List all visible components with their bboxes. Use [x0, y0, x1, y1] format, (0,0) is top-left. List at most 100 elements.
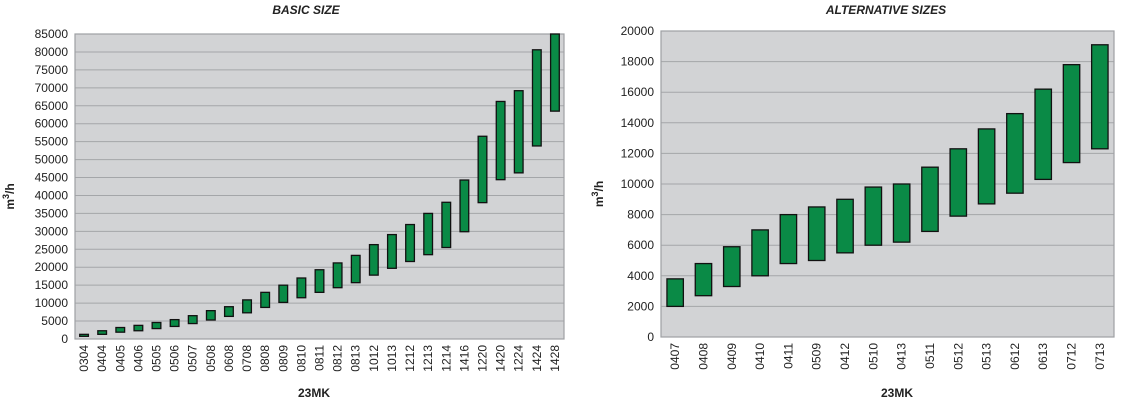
range-bar — [332, 262, 343, 289]
range-bar — [459, 179, 470, 233]
basic-size-chart: 0 5000 10000 15000 20000 25000 30000 35000 40000… — [1, 3, 565, 400]
x-tick-label: 1214 — [439, 345, 453, 372]
x-tick-label: 0510 — [866, 343, 880, 370]
range-bar — [133, 324, 144, 332]
range-bar — [1090, 44, 1109, 150]
range-bar — [79, 333, 90, 337]
x-tick-label: 0304 — [77, 345, 91, 372]
x-tick-label: 0407 — [668, 343, 682, 370]
range-bar — [694, 262, 713, 297]
y-tick-label: 75000 — [35, 63, 69, 77]
chart-title: ALTERNATIVE SIZES — [825, 3, 946, 17]
y-tick-label: 70000 — [35, 81, 69, 95]
x-tick-label: 0410 — [753, 343, 767, 370]
y-axis-label-text: m3/h — [1, 183, 17, 209]
range-bar — [549, 33, 560, 112]
x-tick-label: 0409 — [725, 343, 739, 370]
x-tick-label: 0713 — [1093, 343, 1107, 370]
y-tick-label: 16000 — [621, 85, 655, 99]
range-bar — [242, 299, 253, 314]
x-tick-label: 1224 — [512, 345, 526, 372]
range-bar — [949, 148, 968, 217]
y-tick-label: 15000 — [35, 278, 69, 292]
x-tick-label: 0812 — [331, 345, 345, 372]
range-bar — [921, 166, 939, 233]
range-bar — [151, 321, 162, 330]
x-tick-label: 0810 — [294, 345, 308, 372]
range-bar — [205, 310, 216, 321]
range-bar — [836, 198, 854, 254]
x-tick-label: 0809 — [276, 345, 290, 372]
y-tick-label: 65000 — [35, 99, 69, 113]
range-bar — [751, 229, 769, 277]
x-tick-label: 1420 — [494, 345, 508, 372]
x-tick-label: 1428 — [548, 345, 562, 372]
y-tick-label: 0 — [647, 330, 654, 344]
y-tick-label: 5000 — [41, 314, 68, 328]
x-tick-label: 1213 — [421, 345, 435, 372]
y-axis-label-text: m3/h — [590, 181, 606, 207]
x-tick-label: 0813 — [349, 345, 363, 372]
y-tick-label: 20000 — [35, 260, 69, 274]
range-bar — [495, 100, 506, 181]
y-tick-label: 30000 — [35, 224, 69, 238]
x-tick-label: 0508 — [204, 345, 218, 372]
y-tick-label: 85000 — [35, 27, 69, 41]
x-tick-label: 0811 — [313, 345, 327, 371]
plot-area — [75, 34, 564, 339]
x-tick-label: 1220 — [476, 345, 490, 372]
y-axis-label: m3/h — [1, 183, 17, 209]
range-bar — [1062, 64, 1081, 164]
x-tick-label: 0412 — [838, 343, 852, 370]
x-tick-label: 0808 — [258, 345, 272, 372]
range-bar — [666, 278, 685, 308]
range-bar — [296, 277, 307, 299]
x-tick-label: 0509 — [810, 343, 824, 370]
x-tick-label: 0408 — [696, 343, 710, 370]
y-tick-label: 14000 — [621, 116, 655, 130]
range-bar — [260, 291, 271, 309]
x-tick-label: 0406 — [131, 345, 145, 372]
y-tick-label: 40000 — [35, 188, 69, 202]
range-bar — [386, 233, 397, 269]
y-tick-label: 80000 — [35, 45, 69, 59]
x-tick-label: 0413 — [895, 343, 909, 370]
range-bar — [223, 306, 234, 318]
y-tick-label: 20000 — [621, 24, 655, 38]
range-bar — [405, 223, 416, 263]
range-bar — [722, 246, 741, 288]
range-bar — [477, 135, 488, 204]
range-bar — [187, 315, 198, 325]
range-bar — [368, 243, 379, 276]
y-tick-label: 60000 — [35, 117, 69, 131]
y-tick-label: 4000 — [627, 269, 654, 283]
y-tick-label: 12000 — [621, 146, 655, 160]
x-tick-label: 0511 — [923, 343, 937, 369]
x-tick-label: 0513 — [980, 343, 994, 370]
x-tick-label: 0505 — [150, 345, 164, 372]
y-tick-label: 10000 — [621, 177, 655, 191]
y-tick-label: 55000 — [35, 135, 69, 149]
y-tick-label: 10000 — [35, 296, 69, 310]
y-tick-label: 0 — [61, 332, 68, 346]
y-tick-label: 45000 — [35, 171, 69, 185]
range-bar — [278, 284, 289, 304]
range-bar — [97, 330, 108, 335]
range-bar — [115, 326, 126, 333]
x-tick-label: 1416 — [457, 345, 471, 372]
range-bar — [531, 49, 542, 147]
range-bar — [807, 206, 826, 262]
plot-frame — [660, 30, 1115, 338]
range-bar — [513, 90, 524, 174]
x-tick-label: 0712 — [1065, 343, 1079, 370]
alternative-sizes-chart: 0 2000 4000 6000 8000 10000 12000 14000 16000 180… — [590, 3, 1115, 400]
x-tick-label: 0404 — [95, 345, 109, 372]
x-tick-label: 0411 — [781, 343, 795, 369]
y-tick-label: 18000 — [621, 55, 655, 69]
x-axis-label: 23MK — [881, 386, 913, 400]
range-bar — [1034, 88, 1053, 181]
x-axis-label: 23MK — [298, 386, 330, 400]
range-bar — [423, 212, 434, 256]
chart-title: BASIC SIZE — [272, 3, 340, 17]
x-tick-label: 0507 — [186, 345, 200, 372]
